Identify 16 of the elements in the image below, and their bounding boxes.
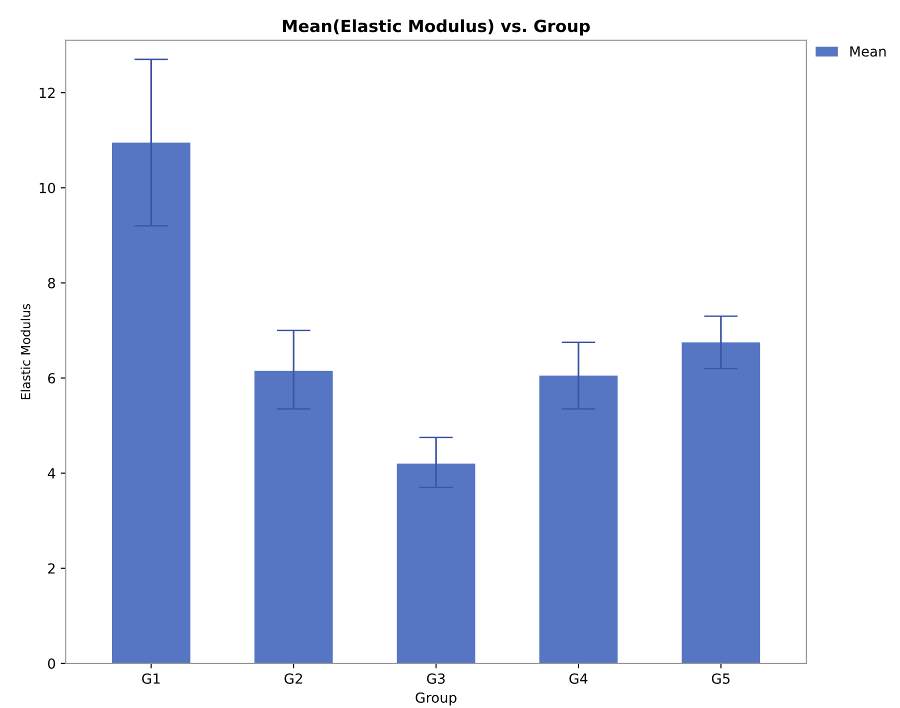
y-tick-label: 0 — [48, 658, 56, 669]
y-tick-label: 12 — [40, 88, 55, 98]
legend-label: Mean — [850, 46, 886, 57]
x-tick-label: G3 — [427, 673, 445, 684]
y-tick-label: 4 — [48, 468, 56, 478]
chart-title: Mean(Elastic Modulus) vs. Group — [283, 19, 590, 36]
y-axis-title: Elastic Modulus — [20, 304, 30, 400]
y-tick-label: 10 — [40, 182, 56, 194]
y-tick-label: 2 — [48, 563, 55, 574]
y-tick-label: 6 — [48, 373, 56, 384]
x-tick-label: G2 — [284, 673, 302, 684]
y-tick-label: 8 — [48, 278, 56, 288]
x-tick-label: G4 — [569, 673, 588, 684]
x-tick-label: G5 — [712, 673, 730, 684]
x-axis-title: Group — [416, 692, 456, 706]
x-tick-label: G1 — [142, 673, 160, 684]
